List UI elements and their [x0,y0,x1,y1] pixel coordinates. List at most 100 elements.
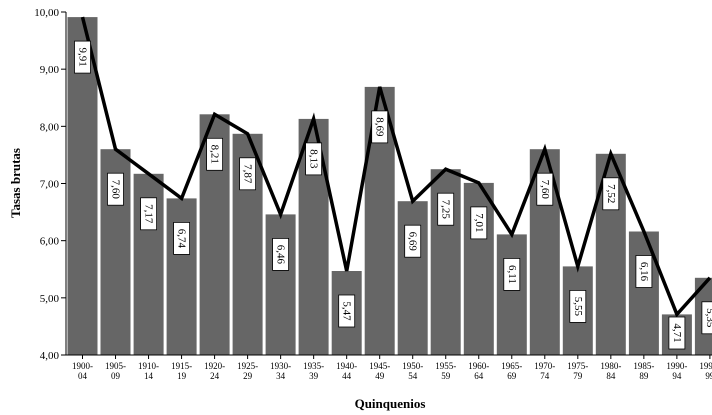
data-label-text: 7,60 [110,180,122,200]
x-tick-label: 1940-44 [336,361,357,381]
y-tick-label: 5,00 [40,293,60,305]
data-label-box [668,316,686,350]
data-label-box [503,257,521,291]
data-label: 6,46 [272,237,290,271]
data-label: 8,21 [206,137,224,171]
data-label-text: 5,35 [704,308,712,328]
y-tick-label: 9,00 [40,64,60,76]
data-label-box [74,40,91,74]
data-label-text: 7,25 [440,200,452,220]
data-label-text: 7,01 [473,213,485,232]
data-label: 7,87 [239,157,257,191]
data-label-text: 6,46 [275,245,287,265]
x-tick-label: 1965-69 [501,361,522,381]
bar [628,231,659,355]
data-label: 5,47 [338,294,356,328]
data-label-text: 5,47 [341,301,353,321]
x-tick-label: 1930-34 [270,361,291,381]
data-label: 5,55 [569,289,587,323]
bar [397,201,428,355]
data-label: 7,60 [107,172,124,206]
bar [166,198,197,355]
data-label-text: 9,91 [77,47,89,66]
data-label: 9,91 [74,40,91,74]
data-label-box [206,137,224,171]
data-label-text: 6,11 [506,265,518,284]
data-label: 6,74 [173,221,191,255]
bars-layer [67,17,712,356]
x-tick-label: 1920-24 [204,361,225,381]
trend-line-layer [80,16,712,318]
data-label-text: 5,55 [572,297,584,317]
x-axis-title: Quinquenios [355,396,426,411]
data-label-box [272,237,290,271]
y-tick-label: 6,00 [40,236,60,248]
data-label: 7,60 [536,172,554,206]
data-label-box [305,142,323,176]
data-label-box [173,221,191,255]
data-label-box [536,172,554,206]
data-label-text: 6,74 [176,229,188,249]
bar [496,234,527,355]
data-label-text: 7,52 [605,184,617,203]
data-label: 7,25 [437,192,455,226]
bar [265,214,296,355]
data-label-text: 4,71 [671,323,683,342]
data-label: 6,69 [404,224,422,258]
x-tick-label: 1925-29 [237,361,258,381]
y-axis-title: Tasas brutas [8,148,23,218]
y-tick-label: 8,00 [40,121,60,133]
x-tick-label: 1990-94 [666,361,687,381]
data-label: 7,17 [140,197,158,231]
data-label-box [239,157,257,191]
data-label-box [701,301,712,335]
data-label-text: 8,21 [209,145,221,164]
data-label: 7,52 [602,177,620,211]
x-tick-label: 1980-84 [600,361,621,381]
data-label-box [371,110,389,144]
trend-line [80,16,712,318]
data-label-text: 6,69 [407,232,419,252]
x-tick-label: 1910-14 [138,361,159,381]
axes-layer: 4,00 5,00 6,00 7,00 8,00 9,00 10,00 1900-04 1905… [34,7,712,381]
x-tick-label: 1915-19 [171,361,192,381]
data-label-box [437,192,455,226]
data-label-text: 6,16 [638,262,650,282]
data-label-text: 7,17 [143,204,155,224]
data-label: 4,71 [668,316,686,350]
data-label: 8,13 [305,142,323,176]
x-tick-label: 1900-04 [72,361,93,381]
data-label-box [338,294,356,328]
data-label-text: 8,13 [308,149,320,169]
x-tick-label: 1905-09 [105,361,126,381]
x-tick-label: 1975-79 [567,361,588,381]
x-tick-label: 1995-99 [699,361,712,381]
x-tick-label: 1970-74 [534,361,555,381]
data-label-box [107,172,124,206]
x-tick-label: 1950-54 [402,361,423,381]
x-tick-label: 1955-59 [435,361,456,381]
data-label: 6,11 [503,257,521,291]
data-label-text: 8,69 [374,117,386,137]
data-labels-layer: 9,91 7,60 7,17 6,74 8,21 7,87 6,46 8,13 5,47 8,69… [74,40,712,350]
x-tick-label: 1960-64 [468,361,489,381]
data-label-box [635,255,653,288]
data-label-box [404,224,422,258]
data-label: 5,35 [701,301,712,335]
data-label-box [602,177,620,211]
data-label-box [140,197,158,231]
y-tick-label: 7,00 [40,179,60,191]
data-label: 6,16 [635,255,653,288]
x-tick-label: 1935-39 [303,361,324,381]
y-tick-label: 4,00 [40,350,60,362]
data-label-box [569,289,587,323]
x-tick-label: 1945-49 [369,361,390,381]
data-label: 7,01 [470,206,488,240]
data-label: 8,69 [371,110,389,144]
data-label-text: 7,60 [539,180,551,200]
data-label-box [470,206,488,240]
x-tick-label: 1985-89 [633,361,654,381]
y-tick-label: 10,00 [34,7,59,19]
data-label-text: 7,87 [242,164,254,184]
